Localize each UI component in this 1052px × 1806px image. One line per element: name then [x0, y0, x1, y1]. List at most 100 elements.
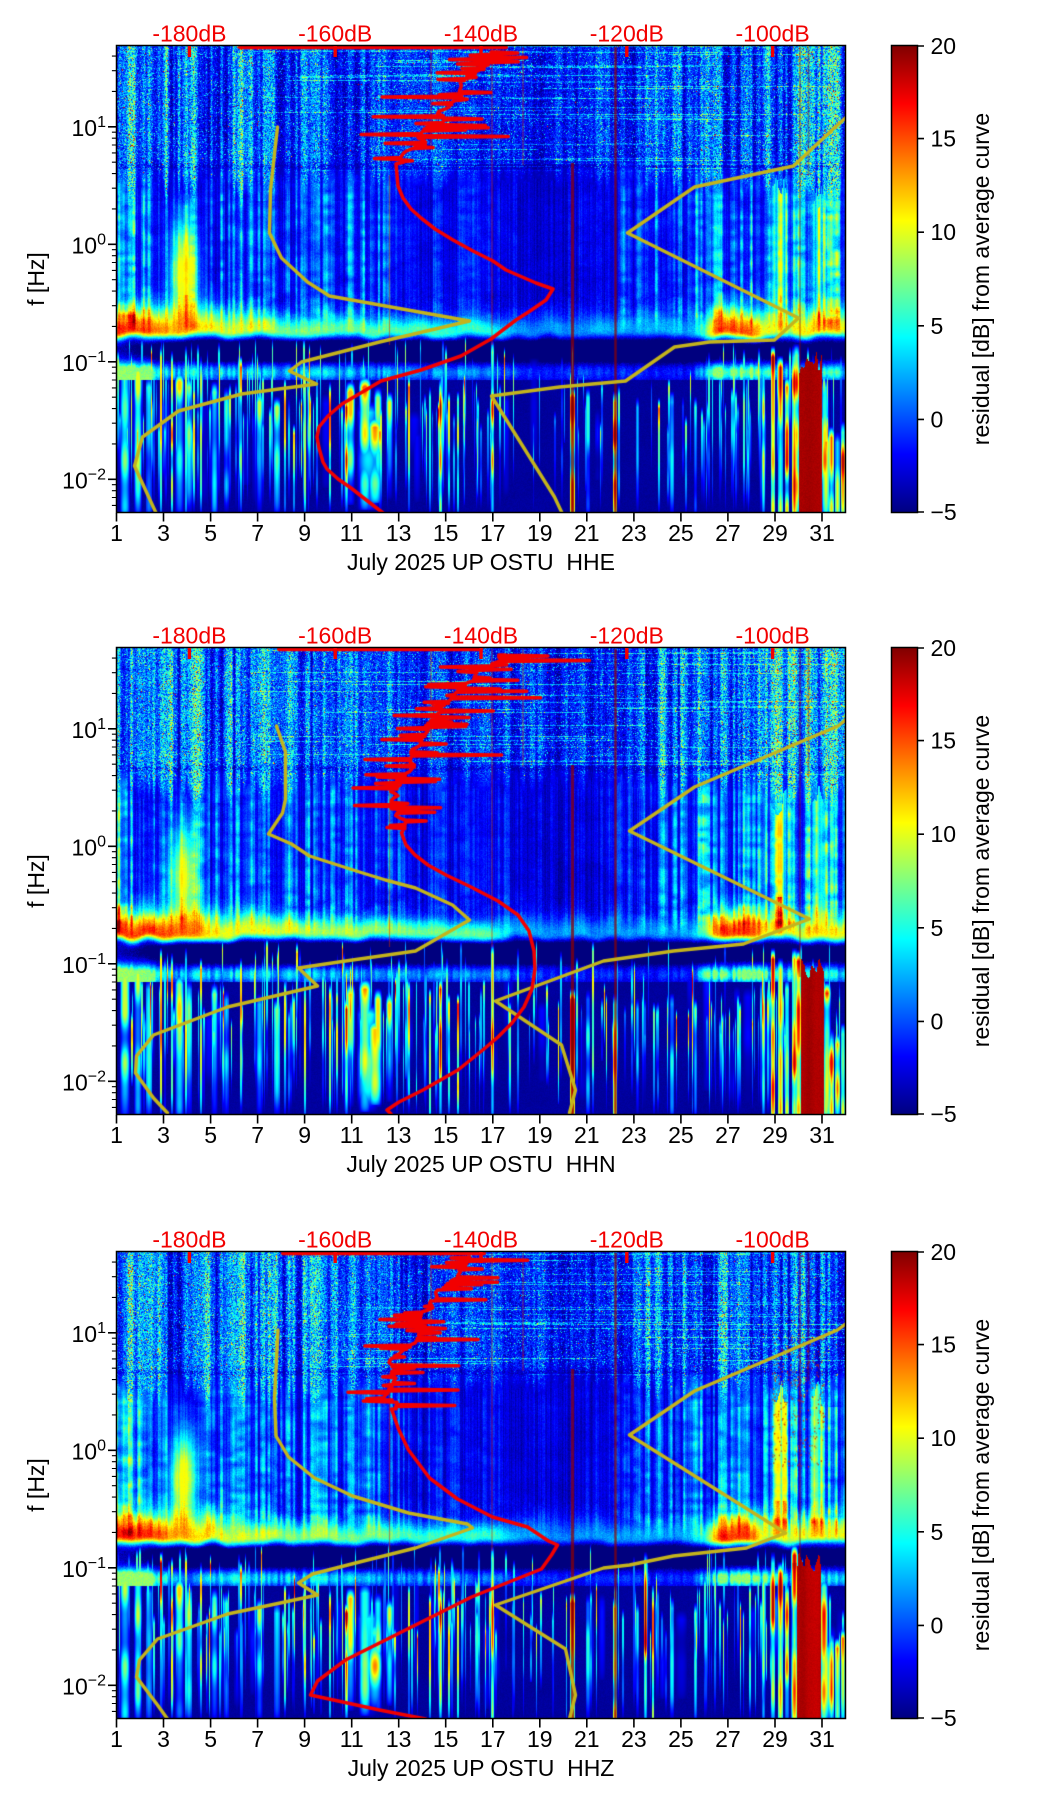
svg-text:−5: −5 — [931, 1101, 957, 1127]
svg-text:residual [dB] from average cur: residual [dB] from average curve — [968, 715, 994, 1047]
svg-text:10−1: 10−1 — [62, 1555, 106, 1582]
svg-text:−5: −5 — [931, 499, 957, 525]
svg-text:20: 20 — [931, 1239, 957, 1265]
svg-text:July 2025 UP OSTU HHZ: July 2025 UP OSTU HHZ — [348, 1755, 615, 1781]
svg-text:9: 9 — [298, 1726, 311, 1752]
svg-text:-120dB: -120dB — [590, 623, 664, 649]
svg-text:-160dB: -160dB — [298, 1227, 372, 1253]
svg-text:25: 25 — [668, 1726, 694, 1752]
svg-text:f [Hz]: f [Hz] — [23, 854, 49, 908]
svg-text:15: 15 — [433, 1122, 459, 1148]
svg-text:9: 9 — [298, 520, 311, 546]
svg-text:15: 15 — [931, 126, 957, 152]
svg-text:17: 17 — [480, 1122, 506, 1148]
svg-text:31: 31 — [809, 1726, 835, 1752]
svg-text:0: 0 — [931, 1008, 944, 1034]
svg-text:25: 25 — [668, 1122, 694, 1148]
svg-text:15: 15 — [433, 520, 459, 546]
svg-text:101: 101 — [72, 1320, 107, 1347]
svg-text:19: 19 — [527, 1122, 553, 1148]
svg-text:5: 5 — [931, 313, 944, 339]
svg-text:f [Hz]: f [Hz] — [23, 1458, 49, 1512]
svg-text:20: 20 — [931, 635, 957, 661]
svg-text:residual [dB] from average cur: residual [dB] from average curve — [968, 113, 994, 445]
svg-text:20: 20 — [931, 33, 957, 59]
svg-text:3: 3 — [157, 520, 170, 546]
svg-text:21: 21 — [574, 520, 600, 546]
svg-text:100: 100 — [72, 231, 107, 258]
svg-text:21: 21 — [574, 1122, 600, 1148]
svg-text:5: 5 — [204, 1122, 217, 1148]
svg-text:0: 0 — [931, 406, 944, 432]
svg-text:-140dB: -140dB — [444, 21, 518, 47]
svg-text:f [Hz]: f [Hz] — [23, 252, 49, 306]
svg-text:July 2025 UP OSTU HHE: July 2025 UP OSTU HHE — [347, 549, 615, 575]
svg-text:31: 31 — [809, 520, 835, 546]
svg-text:100: 100 — [72, 1437, 107, 1464]
svg-text:-140dB: -140dB — [444, 1227, 518, 1253]
svg-text:21: 21 — [574, 1726, 600, 1752]
svg-text:23: 23 — [621, 520, 647, 546]
svg-text:-120dB: -120dB — [590, 1227, 664, 1253]
svg-text:-180dB: -180dB — [152, 1227, 226, 1253]
svg-text:29: 29 — [762, 520, 788, 546]
svg-text:23: 23 — [621, 1726, 647, 1752]
svg-text:25: 25 — [668, 520, 694, 546]
svg-text:-180dB: -180dB — [152, 21, 226, 47]
svg-text:23: 23 — [621, 1122, 647, 1148]
svg-text:31: 31 — [809, 1122, 835, 1148]
svg-text:29: 29 — [762, 1726, 788, 1752]
svg-text:-100dB: -100dB — [736, 21, 810, 47]
svg-text:-100dB: -100dB — [736, 623, 810, 649]
svg-text:17: 17 — [480, 1726, 506, 1752]
svg-text:residual [dB] from average cur: residual [dB] from average curve — [968, 1319, 994, 1651]
svg-text:10−1: 10−1 — [62, 349, 106, 376]
svg-text:10−2: 10−2 — [62, 466, 106, 493]
svg-text:7: 7 — [251, 520, 264, 546]
svg-text:101: 101 — [72, 716, 107, 743]
svg-text:27: 27 — [715, 1122, 741, 1148]
svg-text:9: 9 — [298, 1122, 311, 1148]
svg-text:11: 11 — [340, 520, 364, 546]
svg-text:100: 100 — [72, 833, 107, 860]
svg-text:15: 15 — [931, 728, 957, 754]
svg-text:-160dB: -160dB — [298, 623, 372, 649]
svg-text:July 2025 UP OSTU HHN: July 2025 UP OSTU HHN — [346, 1151, 615, 1177]
svg-text:19: 19 — [527, 1726, 553, 1752]
svg-text:101: 101 — [72, 114, 107, 141]
svg-text:1: 1 — [110, 1726, 123, 1752]
svg-text:27: 27 — [715, 520, 741, 546]
svg-text:3: 3 — [157, 1726, 170, 1752]
svg-text:15: 15 — [433, 1726, 459, 1752]
svg-text:5: 5 — [204, 1726, 217, 1752]
svg-text:11: 11 — [340, 1122, 364, 1148]
svg-text:-100dB: -100dB — [736, 1227, 810, 1253]
svg-text:1: 1 — [110, 520, 123, 546]
svg-text:1: 1 — [110, 1122, 123, 1148]
svg-text:19: 19 — [527, 520, 553, 546]
svg-text:5: 5 — [931, 1519, 944, 1545]
svg-text:10−1: 10−1 — [62, 951, 106, 978]
svg-text:5: 5 — [204, 520, 217, 546]
svg-text:-120dB: -120dB — [590, 21, 664, 47]
svg-text:17: 17 — [480, 520, 506, 546]
svg-text:3: 3 — [157, 1122, 170, 1148]
svg-text:10: 10 — [931, 821, 957, 847]
svg-text:-160dB: -160dB — [298, 21, 372, 47]
svg-text:13: 13 — [386, 1122, 412, 1148]
svg-text:10−2: 10−2 — [62, 1672, 106, 1699]
svg-text:5: 5 — [931, 915, 944, 941]
svg-text:13: 13 — [386, 1726, 412, 1752]
svg-text:-180dB: -180dB — [152, 623, 226, 649]
svg-text:7: 7 — [251, 1726, 264, 1752]
svg-text:0: 0 — [931, 1612, 944, 1638]
svg-text:11: 11 — [340, 1726, 364, 1752]
svg-text:10−2: 10−2 — [62, 1068, 106, 1095]
svg-text:27: 27 — [715, 1726, 741, 1752]
svg-text:10: 10 — [931, 1425, 957, 1451]
svg-text:15: 15 — [931, 1332, 957, 1358]
svg-text:10: 10 — [931, 219, 957, 245]
svg-text:-140dB: -140dB — [444, 623, 518, 649]
svg-text:−5: −5 — [931, 1705, 957, 1731]
svg-text:13: 13 — [386, 520, 412, 546]
